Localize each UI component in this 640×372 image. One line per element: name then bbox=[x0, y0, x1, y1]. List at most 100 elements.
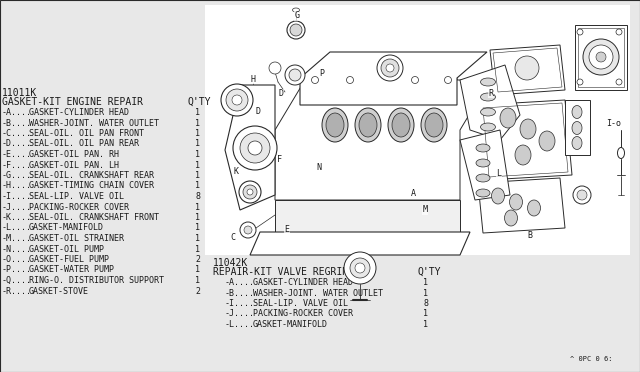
Text: -P....: -P.... bbox=[2, 266, 32, 275]
Circle shape bbox=[285, 65, 305, 85]
Ellipse shape bbox=[509, 194, 522, 210]
Text: 1: 1 bbox=[195, 234, 200, 243]
Circle shape bbox=[445, 77, 451, 83]
Text: I-o: I-o bbox=[607, 119, 621, 128]
Text: 1: 1 bbox=[195, 182, 200, 190]
Text: RING-O. DISTRIBUTOR SUPPORT: RING-O. DISTRIBUTOR SUPPORT bbox=[29, 276, 164, 285]
Ellipse shape bbox=[520, 119, 536, 139]
Circle shape bbox=[589, 45, 613, 69]
Ellipse shape bbox=[392, 113, 410, 137]
Circle shape bbox=[240, 222, 256, 238]
Circle shape bbox=[269, 62, 281, 74]
Circle shape bbox=[287, 21, 305, 39]
Circle shape bbox=[289, 69, 301, 81]
Circle shape bbox=[381, 59, 399, 77]
Text: -C....: -C.... bbox=[2, 129, 32, 138]
Circle shape bbox=[243, 185, 257, 199]
Circle shape bbox=[577, 79, 583, 85]
Text: SEAL-OIL. CRANKSHAFT FRONT: SEAL-OIL. CRANKSHAFT FRONT bbox=[29, 213, 159, 222]
Text: 1: 1 bbox=[195, 213, 200, 222]
Ellipse shape bbox=[476, 144, 490, 152]
Circle shape bbox=[577, 190, 587, 200]
Ellipse shape bbox=[539, 131, 555, 151]
Ellipse shape bbox=[355, 108, 381, 142]
Circle shape bbox=[596, 52, 606, 62]
Ellipse shape bbox=[476, 174, 490, 182]
Text: 1: 1 bbox=[195, 244, 200, 253]
Ellipse shape bbox=[476, 159, 490, 167]
Bar bbox=[575, 25, 627, 90]
Text: SEAL-OIL. OIL PAN REAR: SEAL-OIL. OIL PAN REAR bbox=[29, 140, 139, 148]
Circle shape bbox=[248, 141, 262, 155]
Circle shape bbox=[239, 181, 261, 203]
Text: GASKET-MANIFOLD: GASKET-MANIFOLD bbox=[253, 320, 328, 329]
Text: REPAIR-KIT VALVE REGRINED: REPAIR-KIT VALVE REGRINED bbox=[213, 267, 360, 277]
Text: 1: 1 bbox=[195, 140, 200, 148]
Text: PACKING-ROCKER COVER: PACKING-ROCKER COVER bbox=[29, 202, 129, 212]
Ellipse shape bbox=[322, 108, 348, 142]
Text: ^ 0PC 0 6:: ^ 0PC 0 6: bbox=[570, 356, 612, 362]
Text: A: A bbox=[410, 189, 415, 198]
Text: 2: 2 bbox=[195, 286, 200, 295]
Circle shape bbox=[386, 64, 394, 72]
Ellipse shape bbox=[326, 113, 344, 137]
Circle shape bbox=[583, 39, 619, 75]
Polygon shape bbox=[460, 130, 510, 200]
Circle shape bbox=[233, 126, 277, 170]
Polygon shape bbox=[250, 232, 470, 255]
Text: GASKET-OIL PAN. RH: GASKET-OIL PAN. RH bbox=[29, 150, 119, 159]
Text: 1: 1 bbox=[195, 108, 200, 117]
Text: GASKET-WATER PUMP: GASKET-WATER PUMP bbox=[29, 266, 114, 275]
Circle shape bbox=[290, 24, 302, 36]
Polygon shape bbox=[490, 45, 565, 95]
Circle shape bbox=[247, 189, 253, 195]
Ellipse shape bbox=[515, 145, 531, 165]
Text: -I....: -I.... bbox=[2, 192, 32, 201]
Ellipse shape bbox=[492, 188, 504, 204]
Circle shape bbox=[350, 258, 370, 278]
Ellipse shape bbox=[481, 93, 495, 101]
Text: -E....: -E.... bbox=[2, 150, 32, 159]
Text: K: K bbox=[234, 167, 239, 176]
Text: 2: 2 bbox=[195, 255, 200, 264]
Text: H: H bbox=[250, 74, 255, 83]
Circle shape bbox=[515, 56, 539, 80]
Text: 1: 1 bbox=[195, 224, 200, 232]
Text: WASHER-JOINT. WATER OUTLET: WASHER-JOINT. WATER OUTLET bbox=[29, 119, 159, 128]
Text: P: P bbox=[319, 70, 324, 78]
Text: 1: 1 bbox=[195, 160, 200, 170]
Text: -K....: -K.... bbox=[2, 213, 32, 222]
Polygon shape bbox=[480, 100, 572, 180]
Bar bbox=[578, 28, 624, 87]
Circle shape bbox=[346, 77, 353, 83]
Bar bbox=[565, 100, 590, 155]
Circle shape bbox=[226, 89, 248, 111]
Text: -Q....: -Q.... bbox=[2, 276, 32, 285]
Ellipse shape bbox=[481, 78, 495, 86]
Circle shape bbox=[221, 84, 253, 116]
Text: -N....: -N.... bbox=[2, 244, 32, 253]
Text: -M....: -M.... bbox=[2, 234, 32, 243]
Text: D: D bbox=[278, 90, 284, 99]
Ellipse shape bbox=[504, 210, 518, 226]
Text: GASKET-TIMING CHAIN COVER: GASKET-TIMING CHAIN COVER bbox=[29, 182, 154, 190]
Text: PACKING-ROCKER COVER: PACKING-ROCKER COVER bbox=[253, 310, 353, 318]
Text: 1: 1 bbox=[423, 278, 428, 287]
Ellipse shape bbox=[388, 108, 414, 142]
Ellipse shape bbox=[359, 113, 377, 137]
Ellipse shape bbox=[481, 108, 495, 116]
Text: SEAL-OIL. CRANKSHAFT REAR: SEAL-OIL. CRANKSHAFT REAR bbox=[29, 171, 154, 180]
Text: 11011K: 11011K bbox=[2, 88, 37, 98]
Text: 1: 1 bbox=[423, 310, 428, 318]
Ellipse shape bbox=[500, 108, 516, 128]
Text: 8: 8 bbox=[423, 299, 428, 308]
Ellipse shape bbox=[618, 148, 625, 158]
Text: -B....: -B.... bbox=[225, 289, 255, 298]
Text: F: F bbox=[278, 155, 282, 164]
Text: -L....: -L.... bbox=[2, 224, 32, 232]
Polygon shape bbox=[275, 80, 490, 200]
Text: -G....: -G.... bbox=[2, 171, 32, 180]
Text: GASKET-OIL PUMP: GASKET-OIL PUMP bbox=[29, 244, 104, 253]
Text: 1: 1 bbox=[195, 119, 200, 128]
Text: M: M bbox=[422, 205, 428, 215]
